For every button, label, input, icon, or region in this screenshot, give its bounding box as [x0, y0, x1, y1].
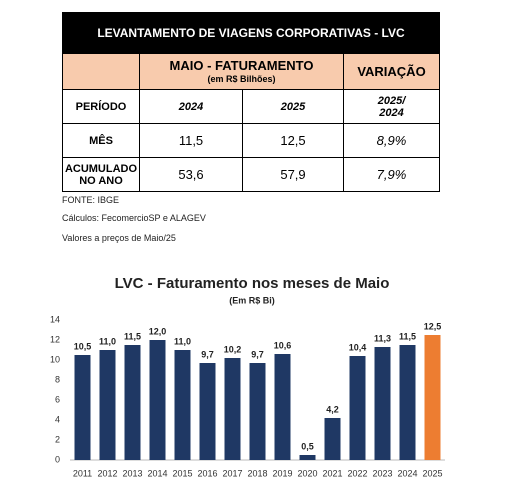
cell: 7,9%: [343, 157, 440, 192]
x-tick-label: 2018: [247, 468, 267, 478]
value-label: 4,2: [326, 404, 339, 414]
bar: [424, 335, 441, 460]
x-tick-label: 2025: [422, 468, 442, 478]
cell: 11,5: [139, 123, 243, 158]
cell: 53,6: [139, 157, 243, 192]
value-label: 9,7: [201, 349, 214, 359]
value-label: 11,3: [374, 333, 391, 343]
bar: [374, 347, 391, 460]
y-tick-label: 10: [50, 354, 60, 364]
x-tick-label: 2023: [372, 468, 392, 478]
x-tick-label: 2021: [322, 468, 342, 478]
group-header: MAIO - FATURAMENTO (em R$ Bilhões): [139, 53, 344, 90]
cell: 57,9: [242, 157, 344, 192]
y-tick-label: 4: [55, 414, 60, 424]
value-label: 10,4: [349, 342, 367, 352]
y-tick-label: 6: [55, 394, 60, 404]
x-tick-label: 2020: [297, 468, 317, 478]
note: Valores a preços de Maio/25: [62, 233, 176, 243]
cell: ACUMULADO NO ANO: [62, 157, 140, 192]
cell: 2025/ 2024: [343, 89, 440, 124]
bar: [99, 350, 116, 460]
x-tick-label: 2013: [122, 468, 142, 478]
x-tick-label: 2012: [97, 468, 117, 478]
x-tick-label: 2011: [73, 468, 92, 478]
bar: [399, 345, 416, 460]
y-tick-label: 12: [50, 334, 60, 344]
value-label: 10,5: [74, 341, 92, 351]
value-label: 12,0: [149, 326, 167, 336]
note: Cálculos: FecomercioSP e ALAGEV: [62, 213, 206, 223]
value-label: 9,7: [251, 349, 264, 359]
value-label: 12,5: [424, 321, 442, 331]
bar: [274, 354, 291, 460]
bar: [74, 355, 91, 460]
bar: [349, 356, 366, 460]
group-subtitle: (em R$ Bilhões): [207, 74, 276, 84]
bar: [149, 340, 166, 460]
bar: [124, 345, 141, 460]
bar: [249, 363, 266, 460]
value-label: 11,0: [174, 336, 191, 346]
cell: 2025: [242, 89, 344, 124]
summary-table: LEVANTAMENTO DE VIAGENS CORPORATIVAS - L…: [62, 12, 440, 192]
x-tick-label: 2014: [147, 468, 167, 478]
value-label: 11,5: [399, 331, 416, 341]
value-label: 11,0: [99, 336, 116, 346]
chart-subtitle: (Em R$ Bi): [229, 295, 275, 305]
x-tick-label: 2015: [172, 468, 192, 478]
bar: [199, 363, 216, 460]
group-title: MAIO - FATURAMENTO: [169, 58, 314, 73]
note: FONTE: IBGE: [62, 195, 120, 205]
x-tick-label: 2019: [272, 468, 292, 478]
value-label: 10,6: [274, 340, 292, 350]
variation-header: VARIAÇÃO: [343, 53, 440, 90]
y-tick-label: 0: [55, 454, 60, 464]
value-label: 11,5: [124, 331, 141, 341]
value-label: 0,5: [301, 441, 314, 451]
bar: [299, 455, 316, 460]
bar: [324, 418, 341, 460]
x-tick-label: 2016: [197, 468, 217, 478]
y-tick-label: 14: [50, 314, 60, 324]
bar: [174, 350, 191, 460]
x-tick-label: 2024: [397, 468, 417, 478]
x-tick-label: 2017: [222, 468, 242, 478]
bar: [224, 358, 241, 460]
chart-title: LVC - Faturamento nos meses de Maio: [115, 275, 390, 292]
x-tick-label: 2022: [347, 468, 367, 478]
y-tick-label: 2: [55, 434, 60, 444]
value-label: 10,2: [224, 344, 242, 354]
table-title: LEVANTAMENTO DE VIAGENS CORPORATIVAS - L…: [62, 12, 440, 54]
y-tick-label: 8: [55, 374, 60, 384]
